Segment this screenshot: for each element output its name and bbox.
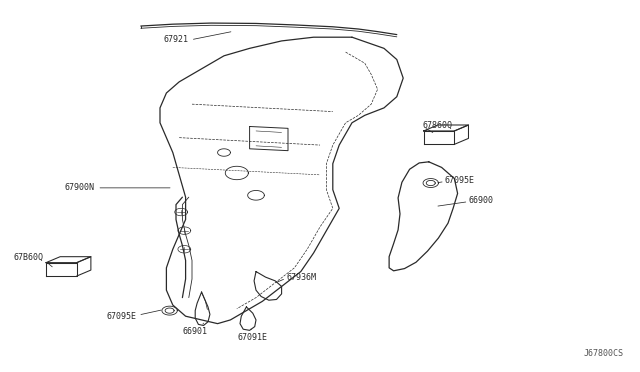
Text: 66901: 66901 bbox=[182, 327, 208, 336]
Text: J67800CS: J67800CS bbox=[584, 349, 624, 358]
Text: 67936M: 67936M bbox=[287, 273, 317, 282]
Text: 67900N: 67900N bbox=[65, 183, 95, 192]
Text: 67091E: 67091E bbox=[238, 333, 268, 342]
Text: 66900: 66900 bbox=[468, 196, 493, 205]
Text: 67921: 67921 bbox=[164, 35, 189, 44]
Text: 67B60Q: 67B60Q bbox=[13, 253, 44, 262]
Text: 67095E: 67095E bbox=[106, 312, 136, 321]
Text: 67860Q: 67860Q bbox=[422, 121, 452, 130]
Text: 67095E: 67095E bbox=[445, 176, 475, 185]
